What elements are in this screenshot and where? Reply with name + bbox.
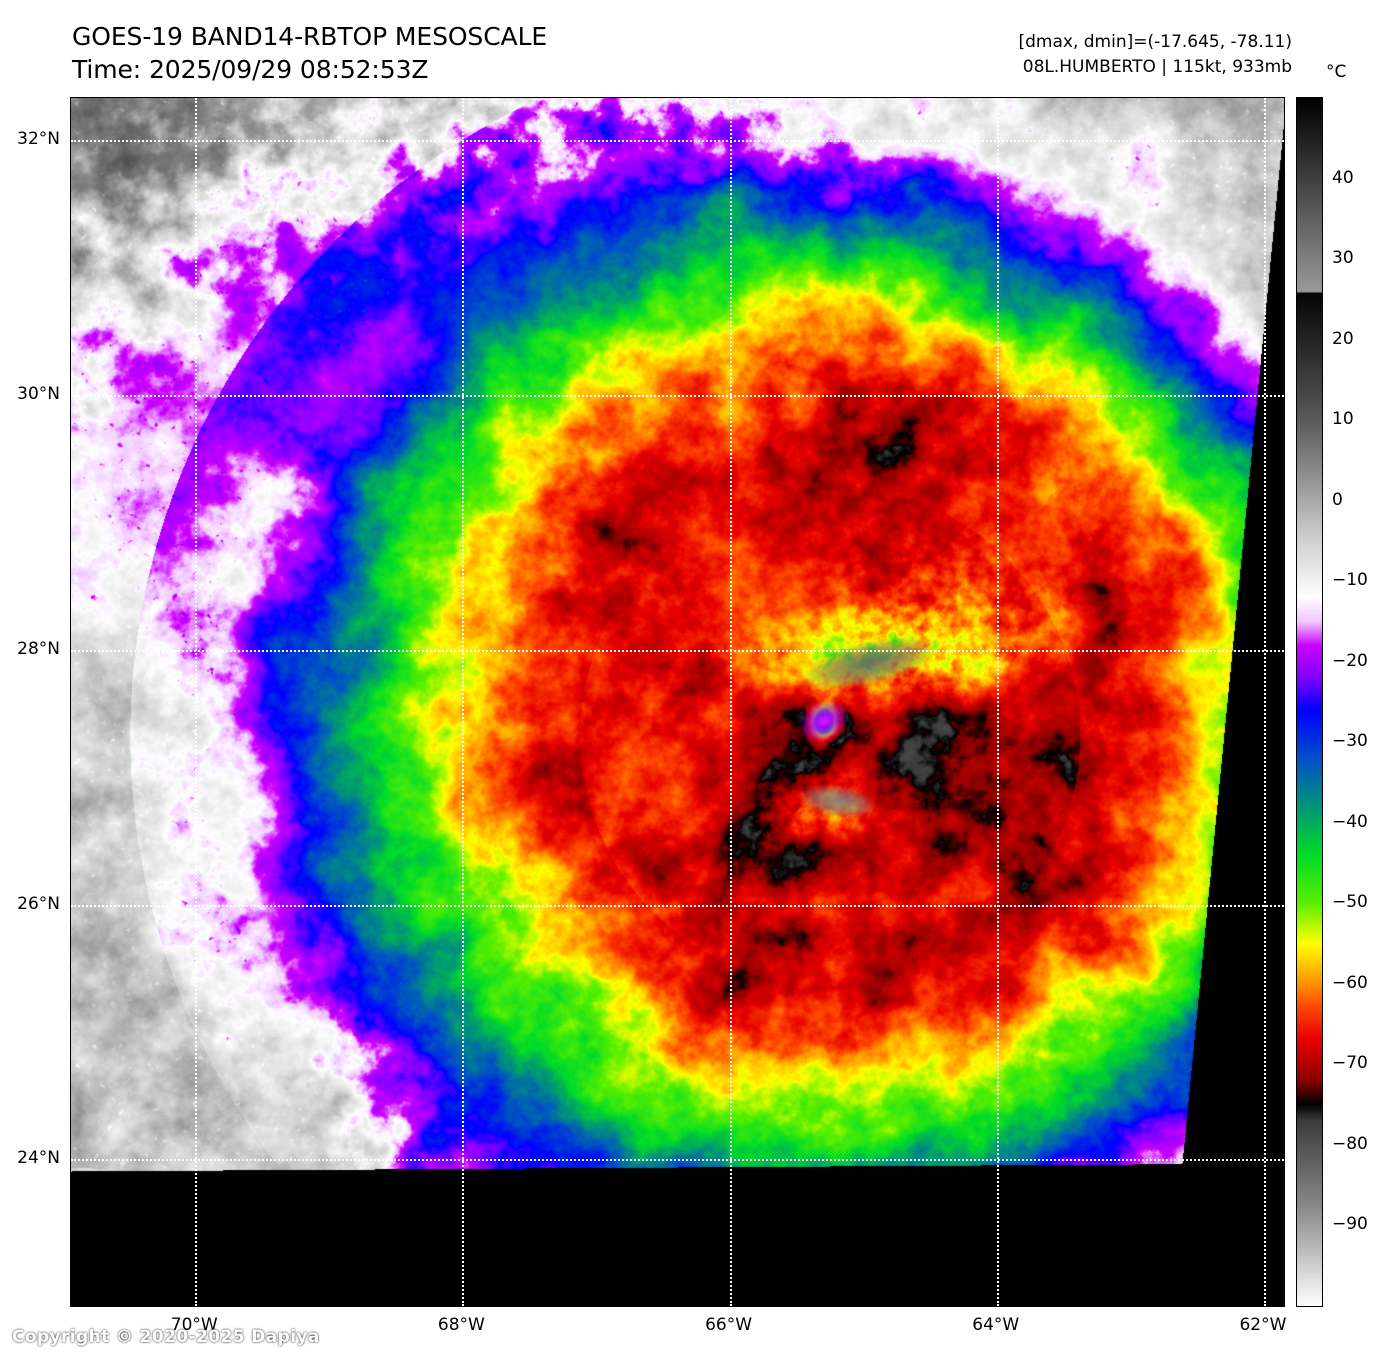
data-range-label: [dmax, dmin]=(-17.645, -78.11)	[1018, 32, 1293, 52]
colorbar-tick-label: 30	[1332, 248, 1354, 269]
colorbar-tick-label: −20	[1332, 650, 1368, 671]
colorbar-tick-label: −90	[1332, 1214, 1368, 1235]
colorbar-tick-label: −70	[1332, 1053, 1368, 1074]
colorbar-tick-label: 40	[1332, 167, 1354, 188]
product-title: GOES-19 BAND14-RBTOP MESOSCALE	[72, 22, 548, 51]
colorbar-tick-label: −30	[1332, 731, 1368, 752]
colorbar-tick-label: 10	[1332, 409, 1354, 430]
satellite-imagery-canvas	[71, 98, 1284, 1306]
longitude-tick-label: 70°W	[170, 1315, 218, 1335]
colorbar[interactable]	[1296, 97, 1323, 1307]
copyright-notice: Copyright © 2020-2025 Dapiya	[12, 1327, 320, 1347]
satellite-plot-area[interactable]	[70, 97, 1285, 1307]
colorbar-gradient	[1297, 98, 1322, 1306]
colorbar-tick-label: −10	[1332, 570, 1368, 591]
longitude-tick-label: 64°W	[972, 1315, 1020, 1335]
longitude-tick-label: 62°W	[1239, 1315, 1287, 1335]
latitude-tick-label: 32°N	[17, 129, 60, 150]
longitude-tick-label: 68°W	[437, 1315, 485, 1335]
latitude-tick-label: 24°N	[17, 1148, 60, 1169]
observation-time: Time: 2025/09/29 08:52:53Z	[72, 55, 429, 84]
latitude-tick-label: 26°N	[17, 893, 60, 914]
colorbar-tick-label: 0	[1332, 489, 1343, 510]
header-meta: [dmax, dmin]=(-17.645, -78.11) 08L.HUMBER…	[1019, 30, 1293, 80]
colorbar-tick-label: 20	[1332, 328, 1354, 349]
colorbar-tick-label: −60	[1332, 972, 1368, 993]
latitude-tick-label: 28°N	[17, 638, 60, 659]
colorbar-tick-label: −80	[1332, 1133, 1368, 1154]
longitude-tick-label: 66°W	[705, 1315, 753, 1335]
page-title: GOES-19 BAND14-RBTOP MESOSCALE Time: 2025…	[72, 20, 547, 86]
latitude-tick-label: 30°N	[17, 383, 60, 404]
colorbar-tick-label: −50	[1332, 892, 1368, 913]
storm-info-label: 08L.HUMBERTO | 115kt, 933mb	[1022, 57, 1292, 77]
colorbar-tick-label: −40	[1332, 811, 1368, 832]
colorbar-unit-label: °C	[1326, 62, 1347, 82]
